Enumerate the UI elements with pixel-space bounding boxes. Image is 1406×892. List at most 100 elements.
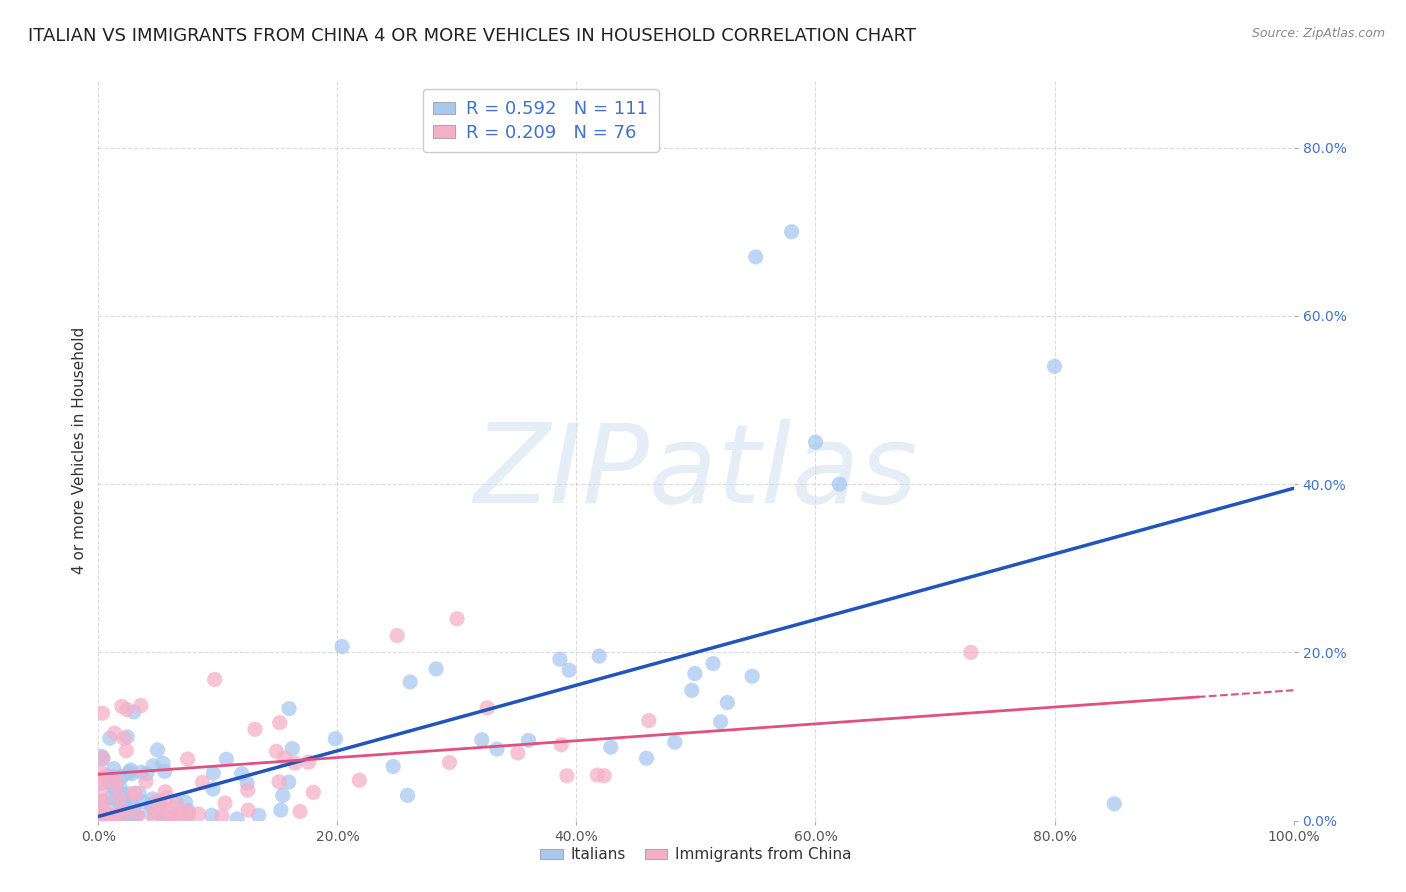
Point [247,808,270,822]
Point [271,789,294,803]
Point [142,758,165,772]
Point [125,809,148,823]
Point [165,797,187,812]
Point [187,807,209,822]
Point [169,806,191,821]
Point [105,790,128,805]
Point [124,808,146,822]
Point [101,808,124,822]
Point [122,807,145,822]
Point [108,809,131,823]
Point [93,805,115,820]
Point [105,781,128,796]
Point [471,732,494,747]
Point [325,731,347,746]
Point [127,808,149,822]
Point [243,723,266,737]
Point [115,744,138,758]
Text: ZIPatlas: ZIPatlas [474,419,918,526]
Point [112,731,135,746]
Point [96,808,118,822]
Point [745,250,768,264]
Point [176,805,198,819]
Point [741,669,763,683]
Point [238,803,260,817]
Point [211,809,233,823]
Point [202,782,225,797]
Point [135,774,157,789]
Point [152,756,174,771]
Point [162,811,184,825]
Point [120,763,142,777]
Point [155,790,177,805]
Point [214,796,236,810]
Point [118,812,141,826]
Point [117,812,139,826]
Point [269,715,291,730]
Point [517,733,540,747]
Point [236,783,259,797]
Point [145,797,167,811]
Point [98,731,121,746]
Point [90,808,112,822]
Point [131,795,153,809]
Point [97,769,120,783]
Point [129,698,152,713]
Point [236,776,259,790]
Point [555,769,578,783]
Point [780,225,803,239]
Point [828,477,851,491]
Point [103,762,125,776]
Point [143,811,166,825]
Point [91,794,114,808]
Point [149,802,172,816]
Point [288,805,311,819]
Point [191,775,214,789]
Point [146,793,169,807]
Point [215,752,238,766]
Point [146,743,169,757]
Point [141,797,163,812]
Point [112,789,135,803]
Point [142,803,165,817]
Point [548,652,571,666]
Point [960,645,983,659]
Point [710,714,733,729]
Point [90,798,112,813]
Point [117,730,139,744]
Point [110,805,132,819]
Point [117,787,139,801]
Point [152,809,174,823]
Point [150,799,173,814]
Point [105,800,128,814]
Point [91,794,114,808]
Point [90,765,112,780]
Point [278,701,301,715]
Point [142,792,165,806]
Point [425,662,447,676]
Point [115,801,138,815]
Point [105,810,128,824]
Point [683,666,706,681]
Point [118,765,141,780]
Point [277,775,299,789]
Point [637,714,659,728]
Point [115,812,138,826]
Point [302,785,325,799]
Point [593,769,616,783]
Point [91,752,114,766]
Point [94,812,117,826]
Legend: Italians, Immigrants from China: Italians, Immigrants from China [534,841,858,869]
Point [702,657,724,671]
Point [121,766,143,780]
Point [90,806,112,821]
Point [114,791,136,805]
Point [91,796,114,810]
Point [226,812,249,826]
Point [100,790,122,805]
Point [159,811,181,825]
Point [104,780,127,795]
Point [399,675,422,690]
Point [149,796,172,810]
Point [176,752,198,766]
